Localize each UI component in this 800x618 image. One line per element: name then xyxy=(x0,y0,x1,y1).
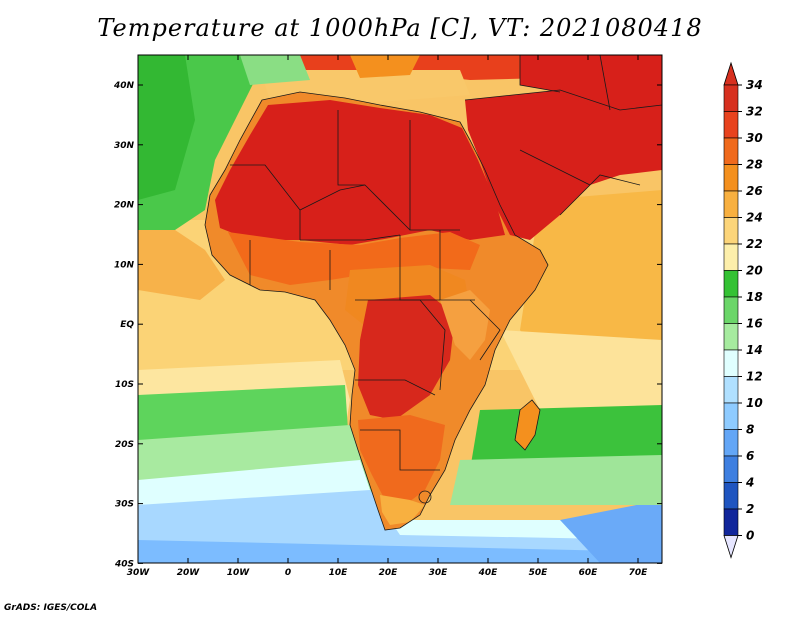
border-sudan-ethiopia xyxy=(439,230,475,301)
border-algeria-libya xyxy=(337,110,411,231)
colorbar-segment xyxy=(723,455,739,483)
country-borders xyxy=(204,55,662,531)
south-africa-cool xyxy=(380,495,425,525)
lon-label: 60E xyxy=(579,568,599,578)
colorbar-segment xyxy=(723,402,739,430)
map-title: Temperature at 1000hPa [C], VT: 20210804… xyxy=(97,14,703,42)
colorbar-label: 20 xyxy=(746,264,763,278)
lon-label: 50E xyxy=(529,568,549,578)
colorbar-top-arrow xyxy=(723,61,739,86)
border-mauritania-mali xyxy=(230,164,301,240)
colorbar-segment xyxy=(723,243,739,271)
colorbar-segment xyxy=(723,349,739,377)
far-south-blue xyxy=(560,500,662,563)
iran-hot xyxy=(520,55,662,120)
lon-label: 0 xyxy=(285,568,291,578)
central-africa-hot xyxy=(358,295,455,420)
sahel-orange xyxy=(228,232,480,285)
lat-label: 20S xyxy=(115,440,134,450)
colorbar-label: 4 xyxy=(745,476,754,490)
colorbar-label: 6 xyxy=(746,449,754,463)
border-niger-south xyxy=(300,234,401,241)
border-arabia-north xyxy=(464,89,662,111)
colorbar-label: 24 xyxy=(746,211,763,225)
indian-ocean-lightgreen xyxy=(450,455,662,505)
gulf-warm xyxy=(138,230,225,300)
colorbar-label: 14 xyxy=(746,343,763,357)
border-mali-algeria xyxy=(299,184,366,211)
iberia-cool xyxy=(240,55,310,85)
colorbar-label: 32 xyxy=(746,105,763,119)
lat-label: 20N xyxy=(114,201,135,211)
temperature-field xyxy=(138,55,662,563)
border-libya-egypt xyxy=(409,120,460,231)
colorbar-segment xyxy=(723,429,739,457)
colorbar-label: 8 xyxy=(746,423,754,437)
colorbar-label: 30 xyxy=(746,131,763,145)
colorbar-label: 16 xyxy=(746,317,763,331)
latitude-axis: 40N 30N 20N 10N EQ 10S 20S 30S 40S xyxy=(113,81,662,569)
colorbar-bottom-arrow xyxy=(723,535,739,559)
colorbar-label: 34 xyxy=(746,78,763,92)
lat-label: 10N xyxy=(114,260,135,270)
border-namibia-botswana xyxy=(360,429,440,471)
lat-label: 40N xyxy=(113,81,135,91)
colorbar-label: 12 xyxy=(746,370,763,384)
southern-africa-warm xyxy=(358,415,445,505)
longitude-axis: 30W 20W 10W 0 10E 20E 30E 40E 50E 60E 70E xyxy=(127,55,648,578)
atlantic-cool-core xyxy=(138,55,195,200)
lon-label: 20W xyxy=(177,568,201,578)
colorbar-label: 2 xyxy=(746,502,754,516)
colorbar-label: 18 xyxy=(746,290,763,304)
colorbar-segment xyxy=(723,508,739,536)
sahara-hot-core xyxy=(215,100,505,245)
madagascar xyxy=(515,400,540,450)
colorbar-label: 26 xyxy=(746,184,763,198)
lon-label: 10E xyxy=(329,568,349,578)
colorbar-label: 10 xyxy=(746,396,763,410)
colorbar-segment xyxy=(723,323,739,351)
colorbar-segment xyxy=(723,270,739,298)
colorbar-segment xyxy=(723,190,739,218)
lat-label: 40S xyxy=(114,559,134,569)
lon-label: 30W xyxy=(127,568,151,578)
border-kenya-tanzania xyxy=(469,299,501,361)
grads-credit: GrADS: IGES/COLA xyxy=(4,603,98,613)
border-congo xyxy=(355,299,446,391)
map-frame xyxy=(137,54,663,564)
colorbar-label: 22 xyxy=(746,237,763,251)
colorbar-segment xyxy=(723,137,739,165)
lon-label: 20E xyxy=(379,568,399,578)
colorbar-segment xyxy=(723,84,739,112)
indian-ocean-pale xyxy=(500,330,662,420)
lon-label: 10W xyxy=(227,568,251,578)
lat-label: 30N xyxy=(114,141,135,151)
colorbar-segment xyxy=(723,111,739,139)
colorbar-segment xyxy=(723,482,739,510)
border-iraq-iran xyxy=(519,55,561,93)
lon-label: 30E xyxy=(429,568,449,578)
colorbar-segment xyxy=(723,217,739,245)
italy-warm xyxy=(350,55,420,78)
lat-label: 30S xyxy=(115,500,134,510)
colorbar-label: 0 xyxy=(746,529,754,543)
lon-label: 70E xyxy=(629,568,649,578)
colorbar-segment xyxy=(723,164,739,192)
south-ocean-blue xyxy=(138,540,662,563)
colorbar-segment xyxy=(723,376,739,404)
border-saudi-east xyxy=(519,149,591,186)
border-iran-pakistan xyxy=(599,55,611,111)
lon-label: 40E xyxy=(478,568,499,578)
border-oman-yemen xyxy=(559,174,641,216)
lat-label: 10S xyxy=(115,380,134,390)
lesotho-border xyxy=(418,490,432,504)
colorbar-segment xyxy=(723,296,739,324)
border-angola-zambia xyxy=(355,379,436,396)
colorbar-label: 28 xyxy=(746,158,763,172)
arabia-hot xyxy=(465,90,662,240)
madagascar-coast xyxy=(514,399,541,451)
lat-label: EQ xyxy=(120,320,134,330)
